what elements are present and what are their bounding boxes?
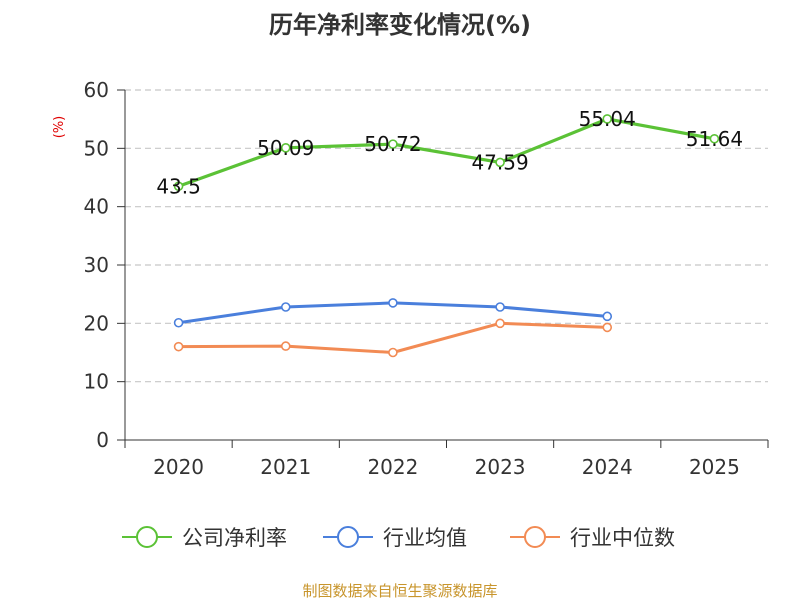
data-point <box>495 302 505 312</box>
data-point <box>280 143 291 153</box>
data-label: 47.59 <box>471 150 528 174</box>
data-point <box>280 302 291 312</box>
legend-label: 公司净利率 <box>182 526 287 550</box>
y-tick-label: 20 <box>84 311 109 335</box>
x-tick-label: 2025 <box>689 455 740 479</box>
legend: 公司净利率 行业均值 行业中位数 <box>122 526 675 550</box>
legend-label: 行业均值 <box>383 526 467 550</box>
data-label: 55.04 <box>579 107 636 131</box>
grid-lines <box>125 89 768 383</box>
data-label: 50.09 <box>257 136 314 160</box>
data-label: 43.5 <box>156 174 201 198</box>
y-tick-label: 0 <box>96 428 109 452</box>
x-tick-label: 2021 <box>260 455 311 479</box>
chart-title: 历年净利率变化情况(%) <box>269 11 531 39</box>
legend-entry-2: 行业均值 <box>323 526 467 550</box>
x-tick-label: 2024 <box>582 455 633 479</box>
y-tick-label: 40 <box>84 195 109 219</box>
data-point <box>388 347 398 358</box>
data-point <box>173 341 184 352</box>
data-point <box>173 317 184 328</box>
data-label: 50.72 <box>364 132 421 156</box>
series-2 <box>173 298 613 328</box>
data-point <box>495 157 505 168</box>
data-point <box>173 181 184 192</box>
series-line <box>178 117 715 188</box>
data-point <box>602 322 613 333</box>
data-point <box>388 298 398 308</box>
x-tick-label: 2023 <box>475 455 526 479</box>
legend-marker <box>524 526 546 548</box>
series-1: 43.5 50.09 50.72 47.59 55.04 51.64 <box>156 107 743 198</box>
x-tick-label: 2020 <box>153 455 204 479</box>
y-tick-label: 30 <box>84 253 109 277</box>
data-point <box>709 133 720 144</box>
series-lines: 43.5 50.09 50.72 47.59 55.04 51.64 <box>156 107 743 358</box>
data-point <box>388 139 398 149</box>
legend-entry-1: 公司净利率 <box>122 526 287 550</box>
legend-marker <box>337 526 359 548</box>
legend-label: 行业中位数 <box>570 526 675 550</box>
legend-entry-3: 行业中位数 <box>510 526 675 550</box>
data-point <box>280 341 291 351</box>
y-axis-unit-label: (%) <box>52 116 67 139</box>
data-point <box>602 311 613 322</box>
series-3 <box>173 318 613 358</box>
legend-marker <box>136 526 158 548</box>
y-tick-label: 10 <box>84 370 109 394</box>
data-point <box>602 114 613 124</box>
data-source-note: 制图数据来自恒生聚源数据库 <box>302 582 497 600</box>
data-point <box>495 318 505 329</box>
x-tick-label: 2022 <box>367 455 418 479</box>
axes: 0 10 20 30 40 50 60 2020 2021 2022 2023 2024 2025 <box>84 78 769 479</box>
data-label: 51.64 <box>686 127 743 151</box>
y-tick-label: 60 <box>84 78 109 102</box>
y-tick-label: 50 <box>84 136 109 160</box>
